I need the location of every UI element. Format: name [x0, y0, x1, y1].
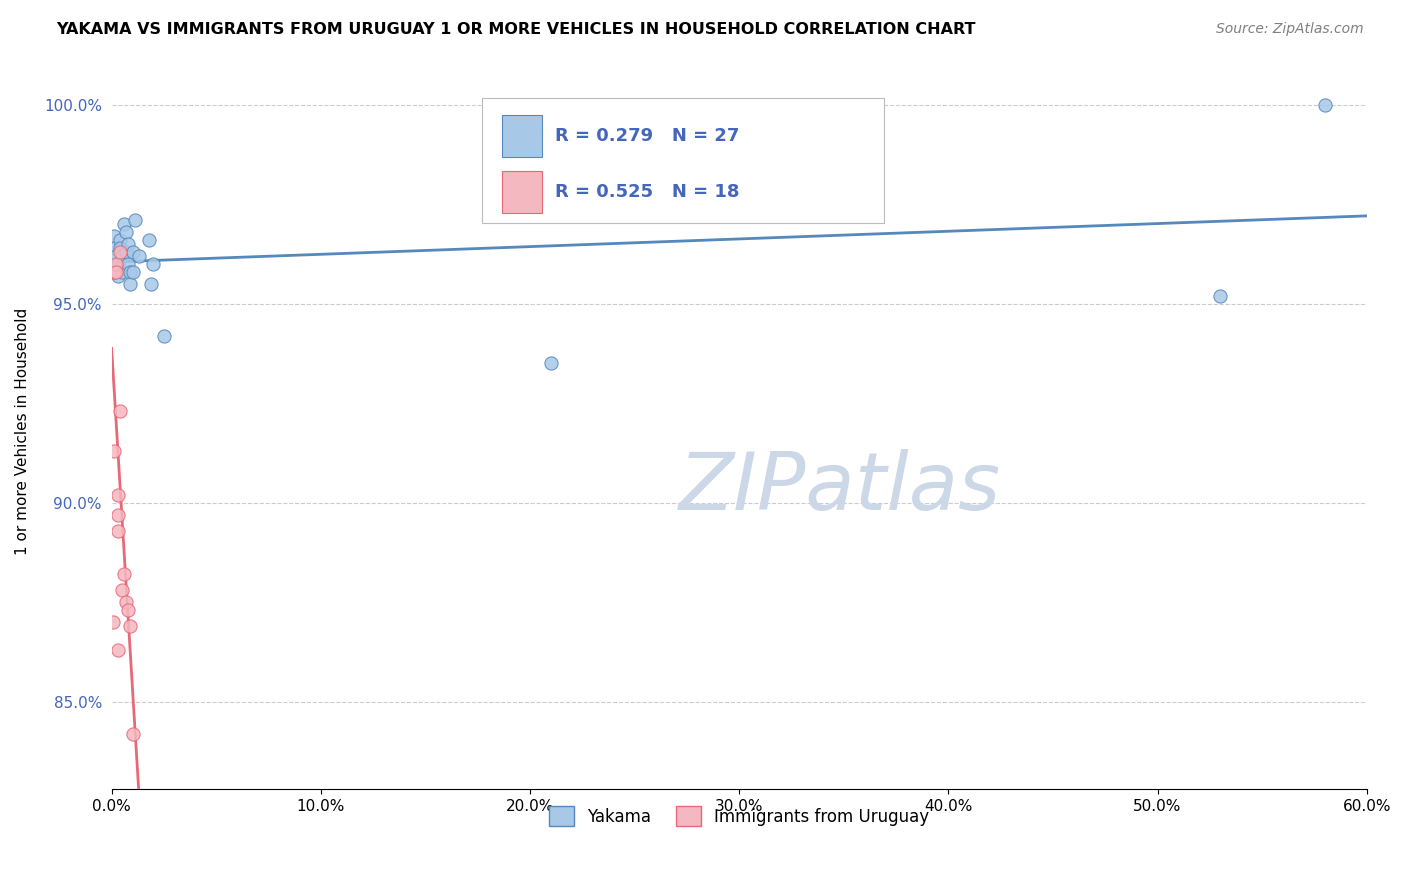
Point: [117, 257, 139, 271]
Point: [108, 241, 131, 255]
Point: [121, 245, 143, 260]
Point: [141, 277, 163, 291]
Point: [111, 583, 134, 598]
Point: [107, 643, 129, 657]
Point: [108, 245, 131, 260]
FancyBboxPatch shape: [482, 98, 883, 223]
Point: [103, 241, 125, 255]
Text: YAKAMA VS IMMIGRANTS FROM URUGUAY 1 OR MORE VEHICLES IN HOUSEHOLD CORRELATION CH: YAKAMA VS IMMIGRANTS FROM URUGUAY 1 OR M…: [56, 22, 976, 37]
Point: [115, 245, 138, 260]
Point: [107, 488, 129, 502]
Point: [111, 249, 134, 263]
Y-axis label: 1 or more Vehicles in Household: 1 or more Vehicles in Household: [15, 308, 30, 555]
Point: [121, 265, 143, 279]
Point: [108, 233, 131, 247]
Legend: Yakama, Immigrants from Uruguay: Yakama, Immigrants from Uruguay: [540, 797, 938, 835]
Text: R = 0.525   N = 18: R = 0.525 N = 18: [555, 183, 740, 201]
Point: [107, 524, 129, 538]
Point: [104, 257, 127, 271]
Point: [117, 237, 139, 252]
Point: [101, 615, 124, 629]
Point: [1313, 98, 1336, 112]
Point: [138, 233, 160, 247]
Point: [115, 595, 138, 609]
Point: [107, 508, 129, 522]
Point: [103, 265, 125, 279]
FancyBboxPatch shape: [502, 170, 543, 213]
FancyBboxPatch shape: [502, 115, 543, 157]
Point: [115, 225, 138, 239]
Point: [120, 265, 142, 279]
Point: [120, 619, 142, 633]
Point: [117, 603, 139, 617]
Point: [111, 265, 134, 279]
Text: ZIPatlas: ZIPatlas: [679, 450, 1001, 527]
Text: Source: ZipAtlas.com: Source: ZipAtlas.com: [1216, 22, 1364, 37]
Point: [153, 328, 176, 343]
Point: [1209, 289, 1232, 303]
Point: [120, 277, 142, 291]
Point: [128, 249, 150, 263]
Point: [142, 257, 165, 271]
Point: [112, 567, 135, 582]
Point: [121, 726, 143, 740]
Point: [103, 265, 125, 279]
Point: [107, 268, 129, 283]
Text: R = 0.279   N = 27: R = 0.279 N = 27: [555, 128, 740, 145]
Point: [104, 265, 127, 279]
Point: [103, 229, 125, 244]
Point: [124, 213, 146, 227]
Point: [104, 249, 127, 263]
Point: [540, 356, 562, 370]
Point: [108, 404, 131, 418]
Point: [107, 257, 129, 271]
Point: [112, 217, 135, 231]
Point: [103, 444, 125, 458]
